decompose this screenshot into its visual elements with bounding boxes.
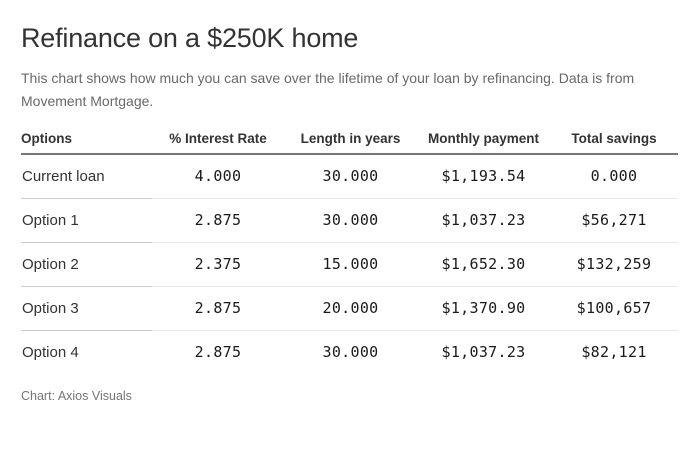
length-in-years-cell: 30.000 <box>284 154 417 199</box>
table-row-option-4: Option 4 2.875 30.000 $1,037.23 $82,121 <box>21 330 678 374</box>
interest-rate-cell: 2.375 <box>152 242 284 287</box>
column-header-monthly-payment: Monthly payment <box>417 125 550 155</box>
total-savings-cell: $132,259 <box>550 242 678 287</box>
interest-rate-cell: 2.875 <box>194 343 242 362</box>
row-label: Option 1 <box>21 198 152 243</box>
total-savings-cell: $100,657 <box>550 286 678 331</box>
monthly-payment-cell: $1,037.23 <box>441 343 526 362</box>
table-row-option-3: Option 3 2.875 20.000 $1,370.90 $100,657 <box>21 286 678 331</box>
column-header-options: Options <box>21 125 152 155</box>
row-label: Option 3 <box>21 286 152 331</box>
monthly-payment-cell: $1,652.30 <box>417 242 550 287</box>
column-header-length-in-years: Length in years <box>284 125 417 155</box>
length-in-years-cell: 20.000 <box>284 286 417 331</box>
total-savings-cell: $56,271 <box>550 198 678 243</box>
table-row-option-2: Option 2 2.375 15.000 $1,652.30 $132,259 <box>21 242 678 287</box>
refinance-options-table: Options % Interest Rate Length in years … <box>21 125 678 374</box>
row-label: Current loan <box>21 154 152 199</box>
table-header-row: Options % Interest Rate Length in years … <box>21 125 678 155</box>
monthly-payment-cell: $1,037.23 <box>417 198 550 243</box>
total-savings-cell: 0.000 <box>550 154 678 199</box>
table-row-current-loan: Current loan 4.000 30.000 $1,193.54 0.00… <box>21 154 678 199</box>
page-subtitle: This chart shows how much you can save o… <box>21 70 635 109</box>
table-row-option-1: Option 1 2.875 30.000 $1,037.23 $56,271 <box>21 198 678 243</box>
column-header-total-savings: Total savings <box>550 125 678 155</box>
length-in-years-cell: 30.000 <box>284 198 417 243</box>
row-label: Option 2 <box>21 242 152 287</box>
length-in-years-cell: 30.000 <box>322 343 379 362</box>
interest-rate-cell: 2.875 <box>152 198 284 243</box>
total-savings-cell: $82,121 <box>581 343 647 362</box>
column-header-interest-rate: % Interest Rate <box>152 125 284 155</box>
monthly-payment-cell: $1,370.90 <box>417 286 550 331</box>
interest-rate-cell: 4.000 <box>152 154 284 199</box>
row-label: Option 4 <box>22 343 79 361</box>
length-in-years-cell: 15.000 <box>284 242 417 287</box>
chart-credit: Chart: Axios Visuals <box>21 389 132 403</box>
refinance-chart-card: Refinance on a $250K home This chart sho… <box>21 23 678 403</box>
interest-rate-cell: 2.875 <box>152 286 284 331</box>
page-title: Refinance on a $250K home <box>21 23 359 53</box>
monthly-payment-cell: $1,193.54 <box>417 154 550 199</box>
